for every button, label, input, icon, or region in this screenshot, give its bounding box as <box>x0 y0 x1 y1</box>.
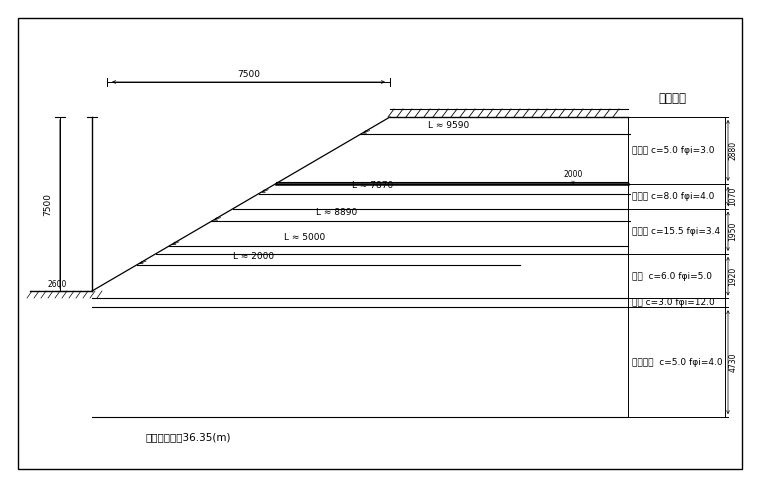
Text: 粉质粘土  c=5.0 fφi=4.0: 粉质粘土 c=5.0 fφi=4.0 <box>632 357 723 367</box>
Text: 2000: 2000 <box>563 170 583 179</box>
Text: 4730: 4730 <box>729 353 737 372</box>
Text: 素填土 c=5.0 fφi=3.0: 素填土 c=5.0 fφi=3.0 <box>632 146 714 155</box>
Text: 1070: 1070 <box>729 187 737 206</box>
Text: 2600: 2600 <box>47 280 66 289</box>
Text: 土钉总长度卧36.35(m): 土钉总长度卧36.35(m) <box>145 432 230 442</box>
Text: 1920: 1920 <box>729 266 737 286</box>
Text: 粉砂 c=3.0 fφi=12.0: 粉砂 c=3.0 fφi=12.0 <box>632 299 714 307</box>
Text: 粘性土 c=8.0 fφi=4.0: 粘性土 c=8.0 fφi=4.0 <box>632 192 714 201</box>
Text: 7500: 7500 <box>237 70 260 79</box>
Text: 7500: 7500 <box>43 192 52 216</box>
Text: L ≈ 8890: L ≈ 8890 <box>316 208 357 217</box>
Text: 粉土  c=6.0 fφi=5.0: 粉土 c=6.0 fφi=5.0 <box>632 272 712 281</box>
Text: 土层参数: 土层参数 <box>658 93 686 106</box>
Text: 粘性土 c=15.5 fφi=3.4: 粘性土 c=15.5 fφi=3.4 <box>632 227 720 236</box>
Text: L ≈ 5000: L ≈ 5000 <box>284 233 325 242</box>
Text: L ≈ 2000: L ≈ 2000 <box>233 252 274 261</box>
Text: 2880: 2880 <box>729 141 737 160</box>
Text: L ≈ 9590: L ≈ 9590 <box>428 121 469 131</box>
Text: 1950: 1950 <box>729 222 737 241</box>
Text: L ≈ 7870: L ≈ 7870 <box>352 181 393 189</box>
